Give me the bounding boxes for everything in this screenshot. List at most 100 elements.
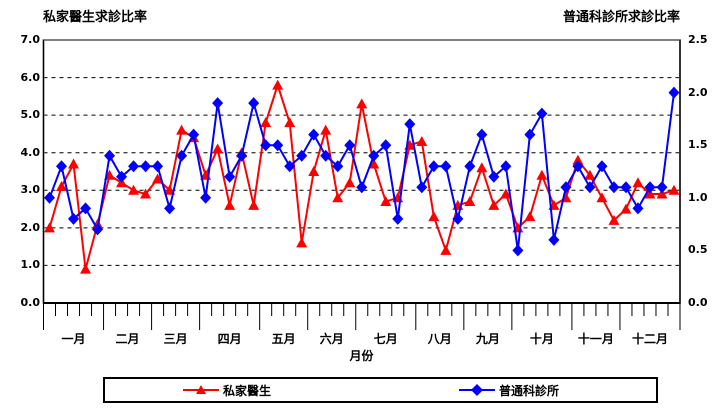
data-point-marker-0 <box>224 199 236 210</box>
data-point-marker-1 <box>188 128 200 141</box>
data-point-marker-1 <box>128 160 140 173</box>
y-axis-tick-label-right: 2.5 <box>688 33 708 46</box>
y-axis-tick-label-right: 1.0 <box>688 190 708 204</box>
data-point-marker-0 <box>380 196 392 207</box>
month-label: 六月 <box>319 332 344 346</box>
legend: 私家醫生 普通科診所 <box>103 377 658 403</box>
data-point-marker-1 <box>68 212 80 225</box>
data-point-marker-0 <box>596 192 608 203</box>
data-point-marker-0 <box>296 237 308 248</box>
month-label: 四月 <box>217 332 242 346</box>
data-point-marker-0 <box>44 222 56 233</box>
data-point-marker-1 <box>608 181 620 194</box>
data-point-marker-1 <box>92 223 104 236</box>
month-label: 十一月 <box>577 332 614 346</box>
data-point-marker-0 <box>272 79 284 90</box>
data-point-marker-1 <box>536 107 548 120</box>
data-point-marker-1 <box>176 149 188 162</box>
data-point-marker-1 <box>116 170 128 183</box>
data-point-marker-1 <box>236 149 248 162</box>
data-point-marker-1 <box>596 160 608 173</box>
data-point-marker-1 <box>248 97 260 110</box>
data-point-marker-1 <box>500 160 512 173</box>
y-axis-tick-label-left: 0.0 <box>20 296 41 309</box>
data-point-marker-1 <box>356 181 368 194</box>
data-point-marker-0 <box>80 263 92 274</box>
data-point-marker-1 <box>44 191 56 204</box>
data-point-marker-1 <box>656 181 668 194</box>
data-point-marker-1 <box>344 139 356 152</box>
data-point-marker-1 <box>512 244 524 257</box>
y-axis-tick-label-left: 3.0 <box>20 183 41 197</box>
data-point-marker-1 <box>548 233 560 246</box>
data-point-marker-1 <box>620 181 632 194</box>
data-point-marker-1 <box>572 160 584 173</box>
y-axis-tick-label-right: 0.5 <box>688 243 708 257</box>
plot-frame <box>42 39 681 304</box>
data-point-marker-1 <box>560 181 572 194</box>
data-point-marker-1 <box>152 160 164 173</box>
data-point-marker-0 <box>248 199 260 210</box>
month-label: 十月 <box>529 332 554 346</box>
data-point-marker-0 <box>488 199 500 210</box>
y-axis-tick-label-right: 0.0 <box>688 296 708 309</box>
red-triangle-line-marker-icon <box>183 385 219 394</box>
data-point-marker-1 <box>104 149 116 162</box>
month-label: 三月 <box>163 332 188 346</box>
data-point-marker-0 <box>152 173 164 184</box>
data-point-marker-0 <box>176 124 188 135</box>
data-point-marker-1 <box>632 202 644 215</box>
data-point-marker-0 <box>140 188 152 199</box>
left-axis-title: 私家醫生求診比率 <box>43 10 148 25</box>
month-label: 十二月 <box>631 332 668 346</box>
y-axis-tick-label-right: 1.5 <box>688 138 708 152</box>
data-point-marker-0 <box>608 214 620 225</box>
month-label: 二月 <box>115 332 140 346</box>
data-point-marker-0 <box>368 158 380 169</box>
data-point-marker-1 <box>668 86 680 99</box>
data-point-marker-1 <box>212 97 224 110</box>
month-label: 一月 <box>61 332 86 346</box>
data-point-marker-1 <box>320 149 332 162</box>
legend-label-private-doctor: 私家醫生 <box>223 383 272 398</box>
data-point-marker-0 <box>476 162 488 173</box>
data-point-marker-0 <box>284 117 296 128</box>
data-point-marker-0 <box>212 143 224 154</box>
data-point-marker-0 <box>56 181 68 192</box>
y-axis-tick-label-right: 2.0 <box>688 85 708 99</box>
data-point-marker-1 <box>380 139 392 152</box>
data-point-marker-0 <box>440 244 452 255</box>
data-point-marker-1 <box>452 212 464 225</box>
data-point-marker-1 <box>404 118 416 131</box>
data-point-marker-1 <box>260 139 272 152</box>
data-point-marker-1 <box>464 160 476 173</box>
data-point-marker-1 <box>584 181 596 194</box>
y-axis-tick-label-left: 6.0 <box>20 70 41 84</box>
data-point-marker-0 <box>308 166 320 176</box>
data-point-marker-1 <box>284 160 296 173</box>
blue-diamond-line-marker-icon <box>459 384 496 396</box>
data-point-marker-0 <box>68 158 80 169</box>
y-axis-tick-label-left: 4.0 <box>20 145 41 159</box>
data-point-marker-0 <box>344 177 356 188</box>
data-point-marker-0 <box>620 203 632 214</box>
data-point-marker-0 <box>332 192 344 203</box>
data-point-marker-0 <box>260 117 272 128</box>
legend-item-clinic: 普通科診所 <box>459 382 559 399</box>
series-line-1 <box>48 92 675 251</box>
y-axis-tick-label-left: 5.0 <box>20 108 41 122</box>
data-point-marker-1 <box>428 160 440 173</box>
data-point-marker-1 <box>56 160 68 173</box>
data-point-marker-1 <box>224 170 236 183</box>
data-point-marker-0 <box>656 188 668 199</box>
y-axis-tick-label-left: 1.0 <box>20 258 41 272</box>
legend-item-private-doctor: 私家醫生 <box>183 382 271 399</box>
data-point-marker-1 <box>332 160 344 173</box>
data-point-marker-1 <box>80 202 92 215</box>
data-point-marker-0 <box>128 184 140 195</box>
data-point-marker-1 <box>272 139 284 152</box>
y-axis-tick-label-left: 2.0 <box>20 220 41 234</box>
month-label: 五月 <box>271 332 296 346</box>
data-point-marker-1 <box>416 181 428 194</box>
data-point-marker-1 <box>200 191 212 204</box>
